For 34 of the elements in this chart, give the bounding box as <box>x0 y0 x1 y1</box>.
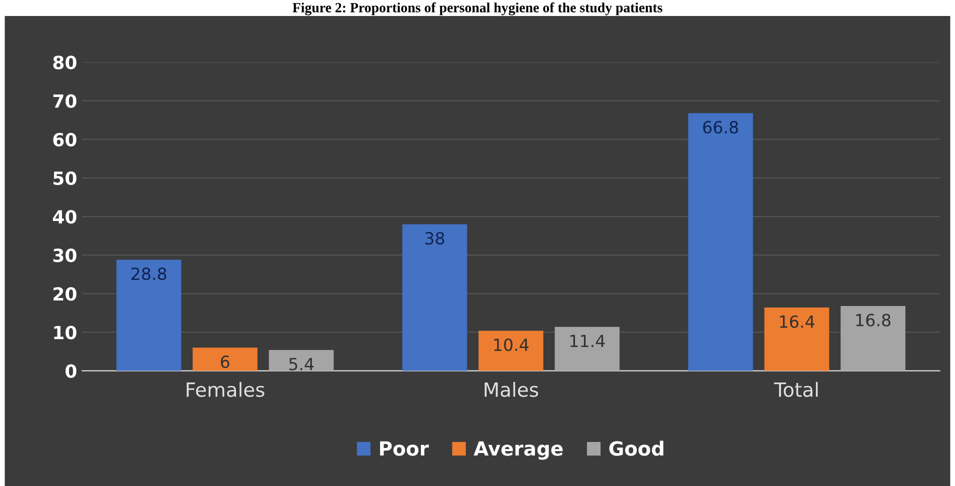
bar <box>268 350 334 371</box>
y-tick-label: 0 <box>66 364 76 378</box>
x-tick-label: Total <box>774 382 818 397</box>
y-tick-label: 20 <box>54 287 76 301</box>
bar <box>192 348 258 371</box>
data-label: 5.4 <box>289 358 314 370</box>
y-tick-label: 50 <box>54 171 76 186</box>
legend-label: Poor <box>380 441 429 456</box>
data-label: 11.4 <box>570 334 605 347</box>
legend-label: Good <box>609 440 664 456</box>
data-label: 16.4 <box>780 315 814 328</box>
chart-title: Figure 2: Proportions of personal hygiene of the study patients <box>292 2 662 16</box>
bar <box>840 306 906 371</box>
data-label: 10.4 <box>494 338 529 352</box>
y-tick-label: 80 <box>53 56 76 70</box>
data-label: 38 <box>425 232 444 245</box>
y-tick-label: 40 <box>52 210 76 224</box>
y-tick-label: 70 <box>53 94 76 108</box>
data-label: 28.8 <box>132 267 166 280</box>
bar <box>402 224 468 371</box>
x-tick-label: Males <box>484 382 538 397</box>
y-tick-label: 30 <box>53 248 76 262</box>
data-label: 16.8 <box>856 314 890 326</box>
bar <box>764 308 830 371</box>
bar <box>688 113 753 371</box>
bar <box>478 330 544 371</box>
y-tick-label: 10 <box>54 326 76 340</box>
y-tick-label: 60 <box>53 132 76 146</box>
legend-label: Average <box>474 441 563 460</box>
x-tick-label: Females <box>186 382 264 397</box>
bar <box>554 326 620 371</box>
data-label: 6 <box>220 355 230 368</box>
bar <box>116 260 182 371</box>
data-label: 66.8 <box>703 120 738 134</box>
